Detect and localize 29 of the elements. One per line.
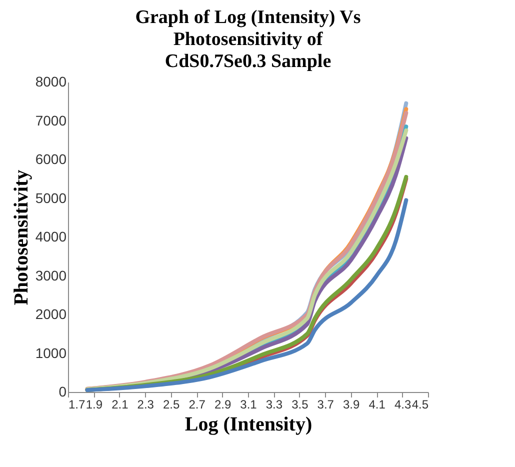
x-tick-label: 2.9	[214, 398, 232, 412]
y-tick-label: 5000	[35, 190, 67, 206]
x-tick-label: 3.1	[240, 398, 258, 412]
x-tick-label: 3.9	[343, 398, 360, 412]
x-axis-title: Log (Intensity)	[184, 414, 312, 436]
x-tick-label: 1.9	[86, 398, 103, 412]
y-tick-label: 1000	[35, 344, 67, 361]
x-tick-label: 4.1	[368, 398, 386, 412]
x-tick-label: 3.5	[292, 398, 309, 412]
x-tick-label: 3.3	[266, 398, 283, 412]
text: Graph of Log (Intensity) Vs	[135, 7, 361, 28]
y-tick-label: 4000	[35, 228, 67, 244]
y-axis-title: Photosensitivity	[10, 170, 32, 306]
y-tick-label: 8000	[35, 74, 67, 90]
x-tick-label: 2.7	[188, 398, 206, 412]
x-tick-label: 1.7	[68, 398, 86, 412]
y-tick-label: 7000	[35, 112, 67, 128]
y-tick-label: 3000	[35, 267, 67, 284]
y-tick-label: 2000	[35, 306, 67, 322]
y-tick-label: 0	[58, 384, 67, 400]
x-tick-label: 2.1	[112, 398, 129, 412]
text: Photosensitivity of	[173, 29, 323, 50]
text: CdS0.7Se0.3 Sample	[164, 51, 332, 72]
x-tick-label: 4.5	[412, 398, 429, 412]
y-tick-label: 6000	[35, 151, 67, 167]
x-tick-label: 2.3	[137, 398, 154, 412]
x-tick-label: 2.5	[163, 398, 180, 412]
x-tick-label: 4.3	[394, 398, 412, 412]
x-tick-label: 3.7	[317, 398, 334, 412]
